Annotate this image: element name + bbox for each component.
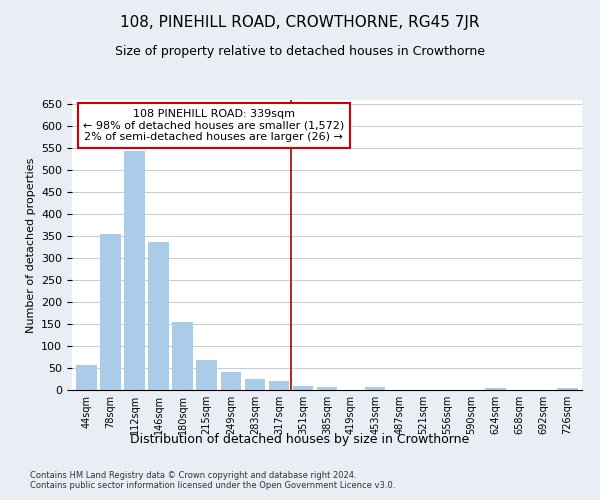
Bar xyxy=(365,387,385,390)
Text: Size of property relative to detached houses in Crowthorne: Size of property relative to detached ho… xyxy=(115,45,485,58)
Bar xyxy=(100,234,121,390)
Bar xyxy=(172,322,193,390)
Text: Distribution of detached houses by size in Crowthorne: Distribution of detached houses by size … xyxy=(130,432,470,446)
Bar xyxy=(76,365,97,390)
Bar xyxy=(317,387,337,390)
Bar xyxy=(293,386,313,390)
Bar xyxy=(269,381,289,390)
Bar xyxy=(245,379,265,390)
Bar xyxy=(124,152,145,390)
Bar xyxy=(485,388,506,390)
Bar xyxy=(148,242,169,390)
Text: 108 PINEHILL ROAD: 339sqm
← 98% of detached houses are smaller (1,572)
2% of sem: 108 PINEHILL ROAD: 339sqm ← 98% of detac… xyxy=(83,109,344,142)
Bar xyxy=(557,388,578,390)
Text: Contains HM Land Registry data © Crown copyright and database right 2024.
Contai: Contains HM Land Registry data © Crown c… xyxy=(30,470,395,490)
Bar xyxy=(221,372,241,390)
Bar xyxy=(196,360,217,390)
Y-axis label: Number of detached properties: Number of detached properties xyxy=(26,158,35,332)
Text: 108, PINEHILL ROAD, CROWTHORNE, RG45 7JR: 108, PINEHILL ROAD, CROWTHORNE, RG45 7JR xyxy=(120,15,480,30)
